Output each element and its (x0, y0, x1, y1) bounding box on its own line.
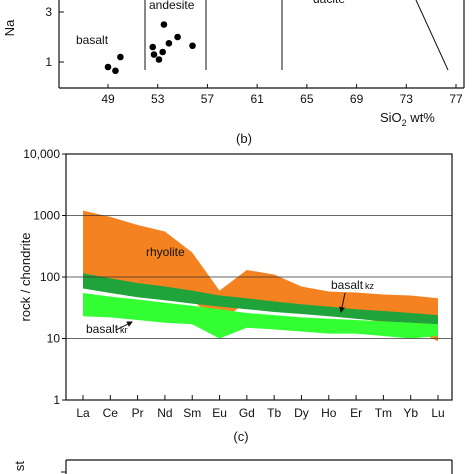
panel-c-xtick-label: Lu (431, 406, 444, 420)
panel-b-points (104, 21, 196, 75)
band-basalt-kr (83, 293, 438, 339)
data-point (149, 43, 157, 51)
panel-b-xtick-label: 61 (250, 92, 264, 106)
panel-c-ytick-label: 10 (47, 332, 61, 346)
panel-c-xticks: La Ce Pr Nd Sm Eu Gd Tb Dy Ho Er Tm Yb Lu (76, 395, 445, 420)
panel-b-xtick-label: 69 (350, 92, 364, 106)
data-point (112, 67, 119, 75)
panel-c-xtick-label: Pr (132, 406, 144, 420)
panel-b-xtick-label: 73 (400, 92, 414, 106)
panel-d-chart: st (12, 459, 453, 474)
panel-c-xtick-label: Nd (157, 406, 172, 420)
data-point (117, 53, 124, 61)
data-point (159, 48, 166, 56)
field-label-basalt: basalt (76, 33, 109, 47)
panel-label-c: (c) (233, 429, 248, 444)
series-label-basalt-kz: basalt kz (331, 278, 375, 292)
panel-c-xtick-label: Gd (239, 406, 255, 420)
arrow-basalt-kz (339, 292, 346, 313)
panel-c-xtick-label: Eu (212, 406, 227, 420)
panel-c-ytick-label: 100 (40, 270, 60, 284)
panel-label-b: (b) (236, 131, 252, 146)
panel-c-grid (66, 215, 452, 339)
series-label-basalt-kr: basalt kr (86, 322, 128, 336)
panel-b-xtick-label: 49 (101, 92, 115, 106)
panel-c-xtick-label: Ho (321, 406, 337, 420)
data-point (104, 63, 112, 71)
panel-c-xtick-label: Dy (294, 406, 309, 420)
panel-b-xtick-label: 53 (151, 92, 165, 106)
panel-c-xtick-label: Sm (183, 406, 201, 420)
panel-b-chart: Na 3 1 49 53 57 61 65 69 73 77 basalt andesite … (2, 0, 465, 128)
panel-c-xtick-label: Tm (375, 406, 392, 420)
panel-c-chart: rock / chondrite 1 10 100 1000 10,000 La Ce Pr… (18, 147, 453, 420)
panel-c-ytick-label: 1000 (33, 209, 60, 223)
panel-c-bands (83, 210, 438, 342)
panel-b-xtick-label: 57 (201, 92, 215, 106)
panel-c-ylabel: rock / chondrite (18, 233, 33, 322)
panel-b-xtick-label: 77 (449, 92, 463, 106)
panel-c-ytick-label: 1 (53, 393, 60, 407)
panel-b-axes (58, 0, 465, 89)
panel-b-xlabel: SiO2 wt% (380, 110, 435, 128)
panel-b-ytick-3: 3 (45, 5, 52, 19)
panel-c-ytick-label: 10,000 (23, 147, 60, 161)
panel-d-ylabel-fragment: st (12, 461, 27, 472)
data-point (189, 42, 196, 50)
panel-b-field-boundaries (144, 0, 449, 71)
panel-b-xticks: 49 53 57 61 65 69 73 77 (101, 84, 463, 106)
field-label-dacite: dacite (313, 0, 345, 6)
data-point (155, 56, 163, 63)
panel-c-xtick-label: Ce (103, 406, 119, 420)
panel-b-yticks: 3 1 (45, 5, 52, 69)
panel-c-xtick-label: Tb (267, 406, 281, 420)
band-basalt-kz (83, 273, 438, 325)
data-point (150, 51, 158, 58)
panel-c-xtick-label: Yb (403, 406, 418, 420)
arrow-basalt-kr (115, 321, 133, 331)
panel-b-xtick-label: 65 (300, 92, 314, 106)
panel-b-ytick-1: 1 (45, 55, 52, 69)
data-point (174, 33, 181, 41)
data-point (165, 39, 173, 47)
panel-b-ylabel: Na (2, 19, 17, 36)
panel-c-xtick-label: Er (350, 406, 362, 420)
data-point (160, 21, 168, 28)
panel-c-yticks: 1 10 100 1000 10,000 (23, 147, 66, 407)
field-label-andesite: andesite (149, 0, 195, 12)
panel-c-xtick-label: La (76, 406, 90, 420)
series-label-rhyolite: rhyolite (146, 245, 185, 259)
